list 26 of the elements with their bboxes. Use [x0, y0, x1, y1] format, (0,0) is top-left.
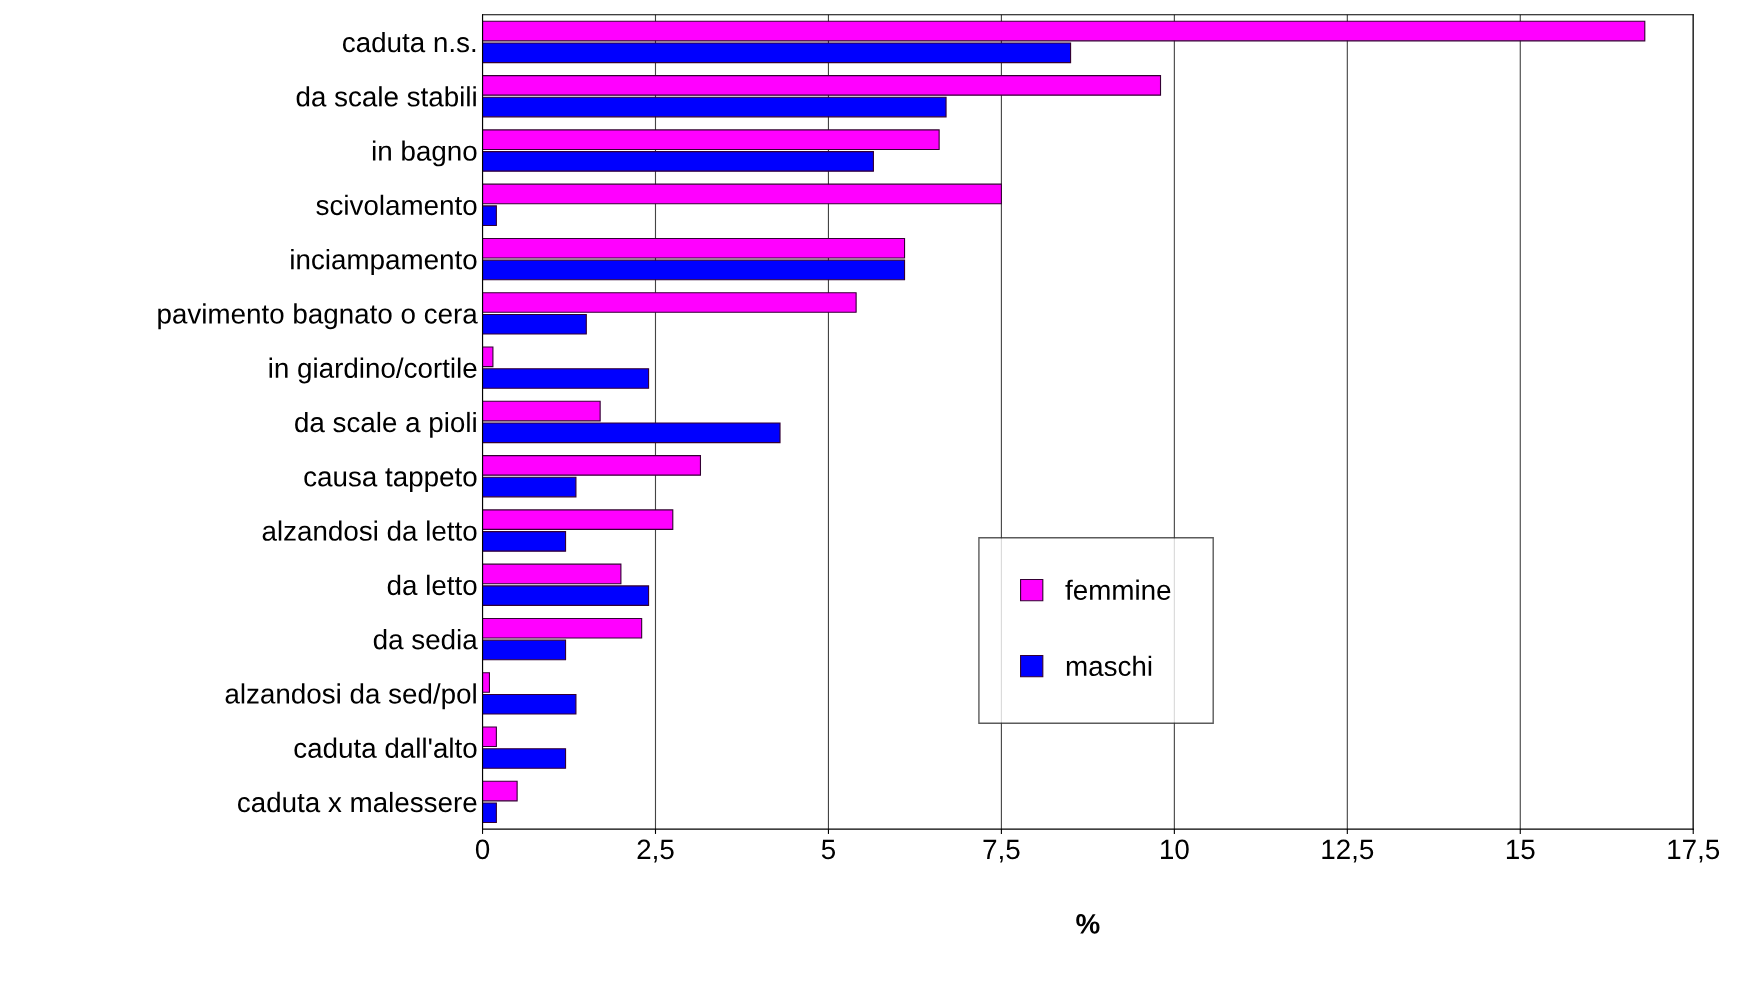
x-tick-label: 7,5: [983, 839, 1020, 863]
y-tick-label: in bagno: [372, 140, 477, 167]
x-tick-label: 15: [1506, 839, 1535, 860]
y-tick-label: pavimento bagnato o cera: [158, 303, 478, 330]
y-tick-label: inciampamento: [291, 249, 477, 275]
legend-label: femmine: [1065, 579, 1171, 601]
x-tick-label: 12,5: [1322, 839, 1374, 863]
y-tick-label: da sedia: [373, 629, 478, 650]
x-tick-label: 2,5: [637, 839, 674, 863]
x-tick-label: 5: [821, 839, 836, 860]
y-tick-label: in giardino/cortile: [269, 357, 477, 384]
y-tick-label: caduta n.s.: [342, 31, 476, 53]
y-tick-label: alzandosi da sed/pol: [225, 683, 476, 710]
y-tick-label: causa tappeto: [304, 468, 477, 493]
x-tick-label: 0: [475, 839, 490, 860]
y-tick-label: caduta dall'alto: [294, 737, 477, 758]
x-axis-title: %: [1076, 914, 1100, 934]
y-tick-label: scivolamento: [316, 194, 477, 216]
x-tick-label: 10: [1161, 839, 1189, 860]
legend-label: maschi: [1066, 655, 1152, 677]
y-tick-label: alzandosi da letto: [262, 520, 477, 541]
y-tick-label: caduta x malessere: [238, 791, 477, 813]
y-tick-label: da letto: [387, 574, 477, 596]
y-tick-label: da scale stabili: [296, 86, 476, 107]
y-tick-label: da scale a pioli: [295, 411, 476, 438]
x-tick-label: 17,5: [1668, 839, 1720, 863]
